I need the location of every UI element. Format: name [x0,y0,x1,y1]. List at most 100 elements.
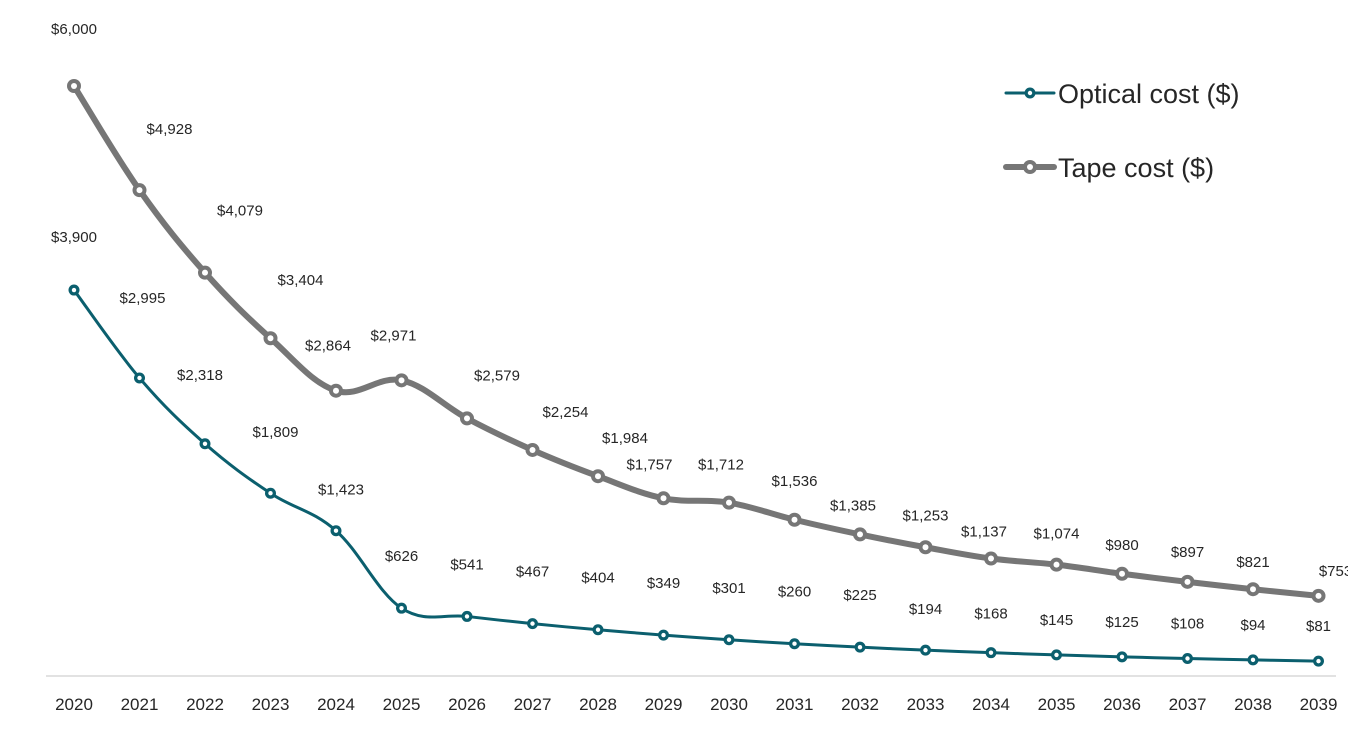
data-point-center-tape-2023 [267,335,274,342]
data-point-center-tape-2031 [791,516,798,523]
data-label-tape-2030: $1,712 [698,457,744,474]
legend-swatch-marker-center-tape [1027,164,1033,170]
data-point-center-tape-2033 [922,544,929,551]
data-point-center-optical-2028 [595,627,601,632]
data-label-optical-2034: $168 [974,606,1007,623]
data-point-center-optical-2035 [1054,652,1059,658]
x-tick-label-2021: 2021 [121,695,159,714]
x-tick-label-2033: 2033 [907,695,945,714]
series-optical [68,284,1324,667]
x-tick-label-2027: 2027 [514,695,552,714]
x-tick-label-2025: 2025 [383,695,421,714]
data-label-tape-2026: $2,579 [474,367,520,384]
data-point-center-tape-2022 [202,269,208,276]
data-label-optical-2020: $3,900 [51,229,97,246]
data-point-center-tape-2037 [1184,578,1191,585]
x-tick-label-2032: 2032 [841,695,879,714]
data-label-tape-2027: $2,254 [543,404,589,421]
data-label-optical-2038: $94 [1240,617,1265,634]
data-point-center-optical-2027 [530,621,535,626]
data-label-optical-2032: $225 [843,587,876,604]
x-tick-label-2026: 2026 [448,695,486,714]
data-label-optical-2037: $108 [1171,616,1204,633]
x-tick-label-2022: 2022 [186,695,224,714]
data-label-optical-2033: $194 [909,601,942,618]
x-tick-label-2034: 2034 [972,695,1010,714]
data-label-tape-2022: $4,079 [217,203,263,220]
series-line-tape [71,83,1322,599]
data-label-tape-2034: $1,137 [961,524,1007,541]
data-point-center-optical-2033 [923,647,928,653]
data-point-center-optical-2021 [137,375,142,381]
data-point-center-tape-2027 [529,446,536,453]
data-label-optical-2039: $81 [1306,618,1331,635]
x-tick-labels: 2020 2021 2022 2023 2024 2025 2026 2027 2028 2029… [55,695,1337,714]
data-point-center-optical-2020 [71,287,77,293]
data-point-center-optical-2029 [661,632,666,638]
data-label-optical-2036: $125 [1105,614,1138,631]
legend-label-tape: Tape cost ($) [1058,153,1214,183]
data-point-center-tape-2030 [726,499,732,506]
data-point-center-tape-2035 [1053,561,1060,568]
data-label-tape-2035: $1,074 [1034,526,1080,543]
data-point-center-tape-2038 [1250,586,1256,593]
data-label-optical-2030: $301 [712,580,745,597]
data-label-tape-2032: $1,385 [830,497,876,514]
data-label-tape-2021: $4,928 [147,121,193,138]
data-point-center-tape-2021 [136,187,143,194]
data-label-tape-2024: $2,864 [305,338,351,355]
x-tick-label-2020: 2020 [55,695,93,714]
data-point-center-optical-2038 [1250,657,1256,663]
x-tick-label-2036: 2036 [1103,695,1141,714]
data-point-center-tape-2020 [71,83,77,89]
series-line-optical [72,288,1320,663]
data-label-optical-2023: $1,809 [253,424,299,441]
data-label-optical-2029: $349 [647,575,680,592]
data-point-center-optical-2037 [1185,656,1190,661]
data-point-center-tape-2025 [398,377,405,384]
data-label-optical-2035: $145 [1040,612,1073,629]
x-tick-label-2023: 2023 [252,695,290,714]
x-tick-label-2031: 2031 [776,695,814,714]
legend-item-tape: Tape cost ($) [1003,153,1214,183]
data-label-optical-2021: $2,995 [120,290,166,307]
data-point-center-optical-2025 [399,605,404,611]
data-point-center-tape-2039 [1315,592,1322,599]
x-tick-label-2039: 2039 [1300,695,1338,714]
data-label-optical-2024: $1,423 [318,482,364,499]
data-point-center-tape-2034 [988,555,994,562]
data-point-center-tape-2029 [660,495,667,502]
data-label-tape-2031: $1,536 [772,473,818,490]
data-point-center-optical-2023 [268,491,273,496]
data-point-center-optical-2030 [726,637,732,642]
legend-label-optical: Optical cost ($) [1058,79,1240,109]
x-tick-label-2024: 2024 [317,695,355,714]
data-label-tape-2029: $1,757 [627,456,673,473]
data-point-center-optical-2039 [1316,658,1321,664]
data-label-tape-2037: $897 [1171,544,1204,561]
data-point-center-tape-2024 [333,387,339,394]
data-label-tape-2023: $3,404 [278,272,324,289]
data-label-tape-2033: $1,253 [903,507,949,524]
data-point-center-optical-2024 [333,528,339,533]
data-point-center-tape-2028 [595,473,601,480]
x-tick-label-2038: 2038 [1234,695,1272,714]
x-tick-label-2030: 2030 [710,695,748,714]
legend-item-optical: Optical cost ($) [1004,79,1240,109]
series-tape [67,79,1326,603]
data-label-optical-2026: $541 [450,556,483,573]
data-label-tape-2036: $980 [1105,537,1138,554]
data-point-center-tape-2036 [1119,570,1125,577]
data-label-optical-2027: $467 [516,564,549,581]
legend: Optical cost ($) Tape cost ($) [1003,79,1240,183]
data-labels-layer: $3,900 $2,995 $2,318 $1,809 $1,423 $626 $541 $4… [51,21,1348,635]
data-label-optical-2025: $626 [385,548,418,565]
data-point-center-tape-2026 [464,415,470,422]
data-point-center-optical-2036 [1119,654,1125,660]
x-tick-label-2029: 2029 [645,695,683,714]
data-point-center-optical-2034 [988,650,994,655]
data-point-center-optical-2032 [857,644,863,650]
series-layer [67,79,1326,667]
legend-swatch-marker-center-optical [1027,90,1033,96]
x-tick-label-2037: 2037 [1169,695,1207,714]
